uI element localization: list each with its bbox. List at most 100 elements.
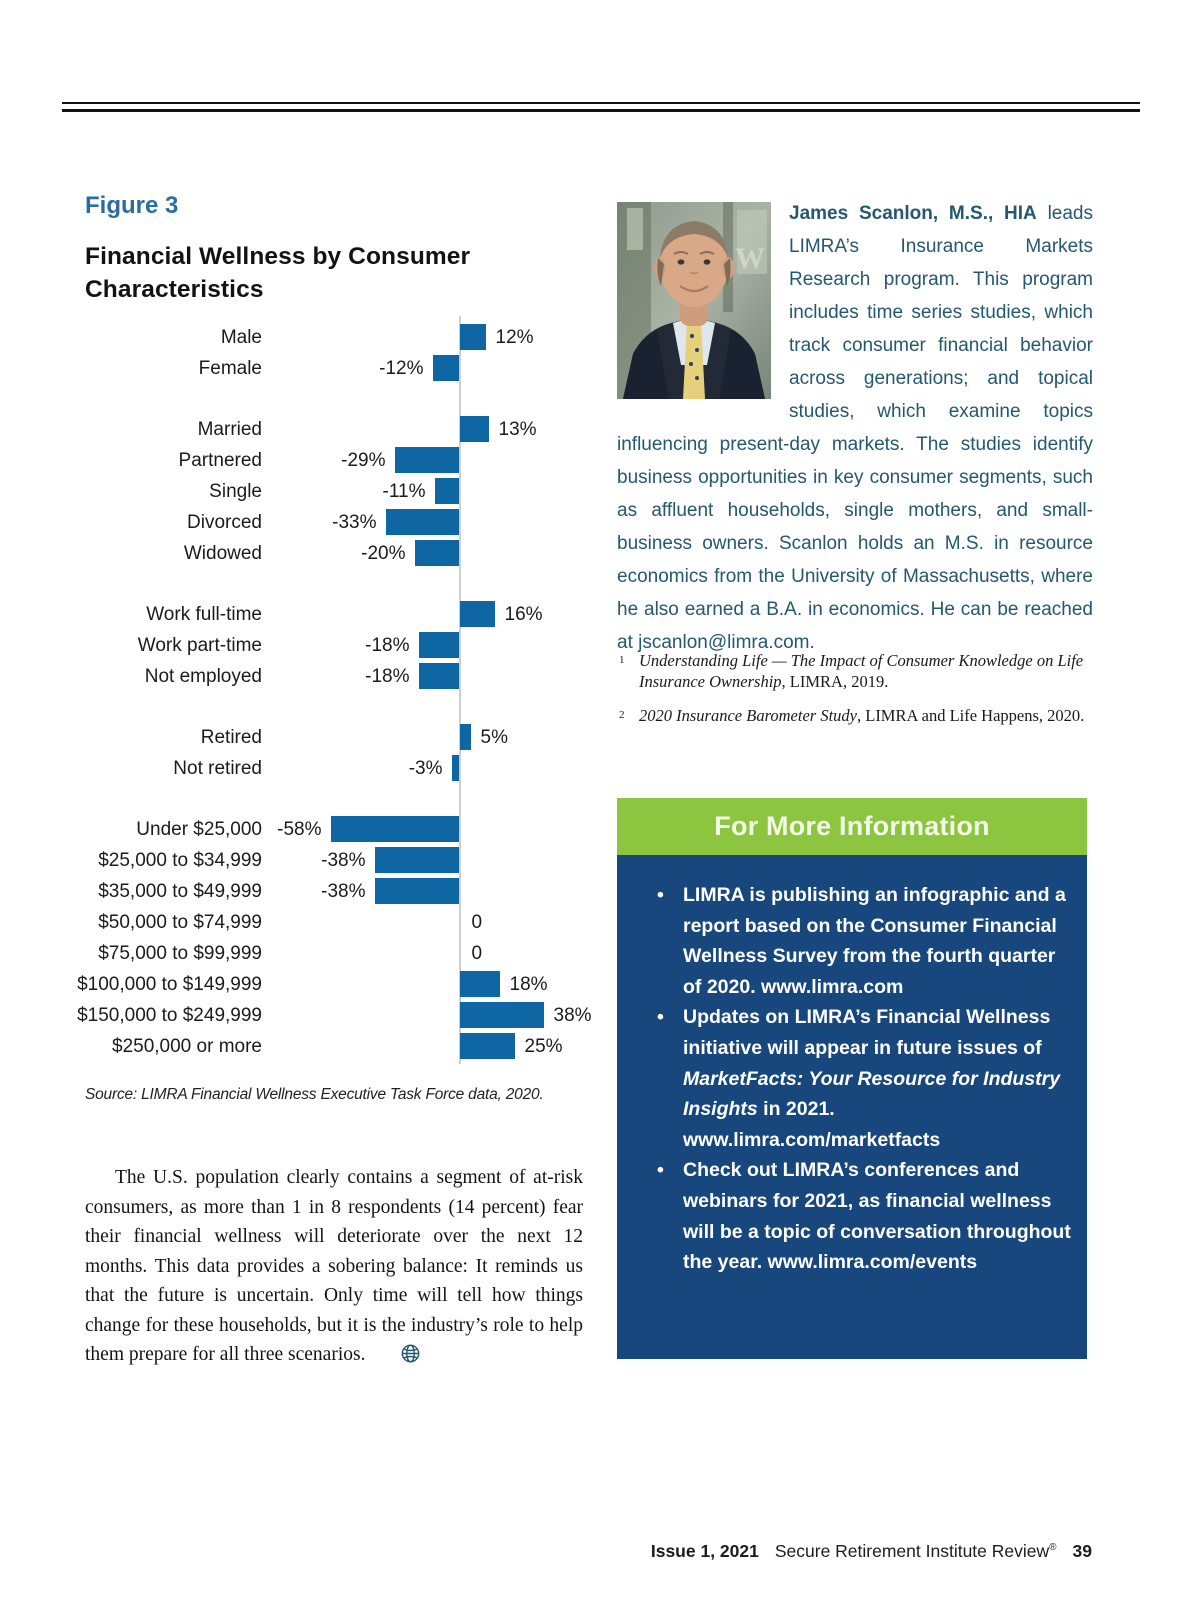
text-segment: 2020 Insurance Barometer Study [639, 706, 857, 725]
bar [330, 816, 459, 842]
info-box-header: For More Information [617, 798, 1087, 855]
chart-row: Work full-time 16% [85, 599, 585, 630]
bar [432, 355, 459, 381]
category-label: $250,000 or more [112, 1036, 262, 1057]
footnote: 2 2020 Insurance Barometer Study, LIMRA a… [617, 705, 1093, 726]
chart-row: Partnered -29% [85, 445, 585, 476]
category-label: Single [209, 481, 262, 502]
bar [414, 540, 459, 566]
value-label: 0 [471, 912, 483, 933]
bar [460, 324, 486, 350]
bullet-dot: • [657, 1006, 664, 1029]
bar-chart: Male 12% Female -12% Married 13% Partnered -29%… [77, 316, 592, 1064]
value-label: -18% [365, 635, 410, 656]
bullet-dot: • [657, 1159, 664, 1182]
value-label: -38% [321, 881, 366, 902]
footer-page-number: 39 [1072, 1541, 1092, 1561]
chart-row: $250,000 or more 25% [85, 1031, 585, 1062]
chart-row: Under $25,000 -58% [85, 814, 585, 845]
category-label: $100,000 to $149,999 [77, 974, 262, 995]
footnotes: 1 Understanding Life — The Impact of Cons… [617, 650, 1093, 739]
value-label: 25% [524, 1036, 563, 1057]
registered-mark: ® [1049, 1542, 1057, 1554]
bar [451, 755, 459, 781]
chart-source: Source: LIMRA Financial Wellness Executi… [85, 1086, 544, 1103]
body-paragraph: The U.S. population clearly contains a s… [85, 1163, 583, 1373]
chart-row: Not retired -3% [85, 753, 585, 784]
bar [460, 601, 495, 627]
chart-row: Male 12% [85, 322, 585, 353]
chart-row: $150,000 to $249,999 38% [77, 1000, 592, 1031]
info-bullet: • Check out LIMRA’s conferences and webin… [617, 1155, 1087, 1277]
bar [460, 416, 489, 442]
author-bio: W James Scanlon, M.S., HIA leads LIMRA’s… [617, 197, 1093, 659]
value-label: -3% [408, 758, 443, 779]
page-footer: Issue 1, 2021 Secure Retirement Institute… [651, 1541, 1092, 1562]
value-label: -11% [382, 481, 426, 502]
category-label: Married [197, 419, 262, 440]
info-box-title: For More Information [714, 811, 990, 841]
category-label: Male [220, 327, 262, 348]
text-segment: Check out LIMRA’s conferences and webina… [683, 1159, 1071, 1274]
value-label: 5% [480, 727, 508, 748]
bar [460, 971, 500, 997]
bar [460, 724, 471, 750]
info-bullet: • Updates on LIMRA’s Financial Wellness i… [617, 1002, 1087, 1155]
bullet-dot: • [657, 884, 664, 906]
text-segment: in 2021. www.limra.com/marketfacts [683, 1098, 941, 1151]
text-segment: , LIMRA and Life Happens, 2020. [856, 706, 1085, 725]
top-rule-thin [62, 102, 1140, 104]
value-label: 16% [504, 604, 543, 625]
footer-issue: Issue 1, 2021 [650, 1541, 759, 1561]
text-segment: MarketFacts: Your Resource for Industry … [683, 1067, 1061, 1121]
category-label: Work full-time [146, 604, 262, 625]
body-paragraph-text: The U.S. population clearly contains a s… [85, 1167, 583, 1365]
text-segment: LIMRA is publishing an infographic and a… [683, 884, 1066, 998]
zero-axis-line [458, 316, 461, 1064]
category-label: Work part-time [137, 635, 262, 656]
category-label: $75,000 to $99,999 [98, 943, 262, 964]
value-label: -38% [321, 850, 366, 871]
footnote-number: 1 [619, 654, 625, 666]
top-rule-thick [62, 109, 1140, 112]
text-segment: , LIMRA, 2019. [781, 672, 889, 691]
bar [418, 632, 459, 658]
bar [374, 878, 459, 904]
figure-title: Financial Wellness by Consumer Character… [85, 243, 471, 303]
bar [385, 509, 459, 535]
category-label: Not retired [173, 758, 262, 779]
value-label: -33% [332, 512, 377, 533]
globe-icon [371, 1343, 420, 1373]
category-label: Divorced [187, 512, 262, 533]
chart-row: Single -11% [85, 476, 585, 507]
category-label: $50,000 to $74,999 [98, 912, 262, 933]
text-segment: leads LIMRA’s Insurance Markets Research… [617, 203, 1093, 653]
chart-row: $100,000 to $149,999 18% [77, 969, 585, 1000]
value-label: 13% [498, 419, 537, 440]
value-label: -12% [379, 358, 424, 379]
bar [418, 663, 459, 689]
chart-row: $50,000 to $74,999 0 [85, 907, 585, 938]
bar [434, 478, 459, 504]
info-box-body: • LIMRA is publishing an infographic and … [617, 855, 1087, 1359]
info-box: For More Information • LIMRA is publishin… [617, 798, 1087, 1359]
bio-text: James Scanlon, M.S., HIA leads LIMRA’s I… [617, 203, 1093, 653]
value-label: 12% [495, 327, 534, 348]
footer-publication: Secure Retirement Institute Review [774, 1541, 1050, 1561]
category-label: Under $25,000 [136, 819, 262, 840]
figure-label: Figure 3 [85, 192, 179, 219]
footnote: 1 Understanding Life — The Impact of Cons… [617, 650, 1093, 692]
value-label: -29% [341, 450, 386, 471]
text-segment: James Scanlon, M.S., HIA [789, 203, 1037, 224]
value-label: 38% [553, 1005, 592, 1026]
value-label: -20% [361, 543, 406, 564]
footnote-number: 2 [619, 709, 625, 721]
chart-row: Married 13% [85, 414, 585, 445]
category-label: Not employed [144, 666, 262, 687]
value-label: 0 [471, 943, 483, 964]
chart-row: Widowed -20% [85, 538, 585, 569]
bar [460, 1002, 544, 1028]
chart-row: $35,000 to $49,999 -38% [85, 876, 585, 907]
chart-row: Work part-time -18% [85, 630, 585, 661]
